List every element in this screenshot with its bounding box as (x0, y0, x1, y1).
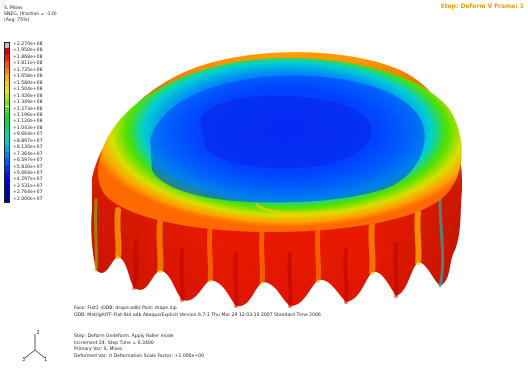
legend-row: +5.830e+07 (4, 164, 74, 171)
legend-color-swatch (5, 171, 10, 178)
legend-color-swatch (5, 145, 10, 152)
legend-value: +6.597e+07 (13, 158, 43, 164)
legend-row: +1.811e+08 (4, 61, 74, 68)
legend-frame (4, 42, 10, 204)
legend-color-swatch (5, 112, 10, 120)
step-info-block: Step: Deform Undeform, Apply Roller mode… (74, 334, 204, 360)
legend-value: +1.580e+08 (13, 80, 43, 86)
increment-line: Increment 24: Step Time = 0.3400 (74, 340, 154, 346)
legend-color-swatch (5, 119, 10, 126)
legend-color-swatch (5, 67, 10, 75)
legend-value: +1.426e+08 (13, 93, 43, 99)
legend-color-swatch (5, 100, 10, 107)
step-frame-label: Step: Deform V Frame: 1 (440, 3, 524, 10)
legend-color-swatch (5, 48, 10, 55)
legend-value: +5.830e+07 (13, 164, 43, 170)
legend-color-swatch (5, 183, 10, 191)
legend-value: +1.349e+08 (13, 100, 43, 106)
legend-value: +2.270e+08 (13, 42, 43, 47)
legend-value: +2.000e+07 (13, 196, 43, 202)
primary-var-line: Primary Var: S, Mises (74, 347, 123, 353)
legend-row: +9.664e+07 (4, 132, 74, 139)
legend-row: +7.364e+07 (4, 151, 74, 159)
legend-color-swatch (5, 54, 10, 62)
legend-row: +1.735e+08 (4, 67, 74, 75)
legend-row: +3.531e+07 (4, 183, 74, 191)
legend-color-swatch (5, 158, 10, 165)
legend-color-swatch (5, 196, 10, 204)
legend-value: +2.764e+07 (13, 190, 43, 196)
deformed-var-line: Deformed Var: U Deformation Scale Factor… (74, 353, 204, 359)
legend-row: +1.504e+08 (4, 87, 74, 94)
axis-triad: 2 3 1 (22, 330, 47, 362)
legend-color-swatch (5, 87, 10, 94)
legend-row: +1.950e+08 (4, 48, 74, 55)
odb-info-block: Face: Flat1 (ODB: drape.odb) Post: drape… (74, 306, 321, 319)
legend-value: +7.364e+07 (13, 151, 43, 157)
legend-row: +1.868e+08 (4, 54, 74, 62)
legend-color-swatch (5, 42, 10, 49)
step-line: Step: Deform Undeform, Apply Roller mode (74, 334, 174, 339)
legend-section: SNEG, (fraction = -1.0) (4, 12, 57, 18)
legend-row: +1.043e+08 (4, 125, 74, 133)
legend-row: +4.297e+07 (4, 177, 74, 184)
legend-value: +5.064e+07 (13, 171, 43, 176)
triad-axis-3: 3 (22, 357, 25, 362)
version-line: ODB: Mat/ightTF-Flat-Std.odb Abaqus/Expl… (74, 312, 321, 318)
legend-row: +1.658e+08 (4, 74, 74, 81)
legend-row: +6.597e+07 (4, 158, 74, 165)
legend-row: +8.130e+07 (4, 145, 74, 152)
legend-color-swatch (5, 132, 10, 139)
legend-value: +1.120e+08 (13, 119, 43, 125)
legend-color-swatch (5, 106, 10, 113)
legend-average: (Avg: 75%) (4, 18, 30, 24)
legend-color-swatch (5, 80, 10, 88)
legend-value: +4.297e+07 (13, 177, 43, 183)
legend-value: +1.735e+08 (13, 67, 43, 73)
legend-row: +1.120e+08 (4, 119, 74, 126)
legend-row: +2.270e+08 (4, 42, 74, 49)
legend-row: +1.426e+08 (4, 93, 74, 101)
legend-value: +8.897e+07 (13, 138, 43, 144)
legend-value: +9.664e+07 (13, 132, 43, 138)
legend-row: +2.764e+07 (4, 190, 74, 197)
triad-axis-2: 2 (37, 330, 40, 336)
legend-color-swatch (5, 74, 10, 81)
drape-top-surface (98, 58, 462, 233)
triad-axis-1: 1 (44, 357, 47, 362)
legend-color-swatch (5, 125, 10, 133)
legend-row: +2.000e+07 (4, 196, 74, 204)
legend-row: +5.064e+07 (4, 171, 74, 178)
legend-row: +8.897e+07 (4, 138, 74, 146)
legend-color-swatch (5, 93, 10, 101)
legend-value: +1.273e+08 (13, 106, 43, 112)
legend-color-swatch (5, 151, 10, 159)
legend-value: +1.043e+08 (13, 125, 43, 131)
legend-row: +1.349e+08 (4, 100, 74, 107)
legend-color-swatch (5, 190, 10, 197)
legend-value: +1.950e+08 (13, 48, 43, 54)
legend-color-swatch (5, 164, 10, 171)
odb-line: Face: Flat1 (ODB: drape.odb) Post: drape… (74, 306, 177, 311)
legend-variable: S, Mises (4, 6, 23, 11)
legend-value: +1.868e+08 (13, 54, 43, 60)
legend-row: +1.196e+08 (4, 112, 74, 120)
legend-row: +1.273e+08 (4, 106, 74, 113)
legend-value: +1.811e+08 (13, 61, 43, 67)
legend-color-swatch (5, 61, 10, 68)
legend-value: +8.130e+07 (13, 145, 43, 151)
legend-color-swatch (5, 177, 10, 184)
legend-value: +1.504e+08 (13, 87, 43, 93)
legend-row: +1.580e+08 (4, 80, 74, 88)
legend-value: +1.658e+08 (13, 74, 43, 80)
legend-value: +1.196e+08 (13, 112, 43, 118)
legend-value: +3.531e+07 (13, 183, 43, 189)
contour-legend: S, Mises SNEG, (fraction = -1.0) (Avg: 7… (4, 6, 74, 204)
legend-scale: +2.270e+08 +1.950e+08 +1.868e+08 +1.811e+08… (4, 42, 74, 212)
legend-color-swatch (5, 138, 10, 146)
